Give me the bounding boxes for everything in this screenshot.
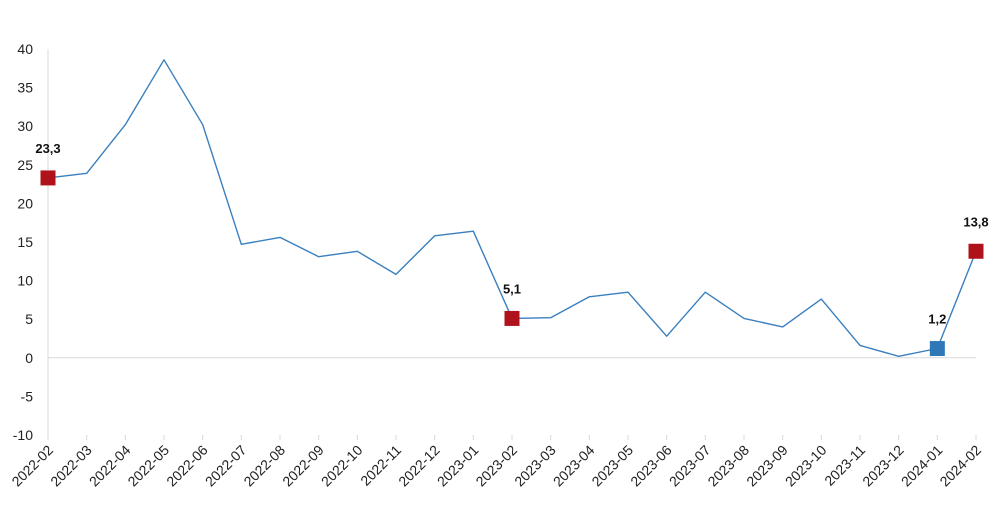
x-tick-label: 2022-10 bbox=[318, 442, 366, 490]
x-axis: 2022-022022-032022-042022-052022-062022-… bbox=[8, 357, 984, 490]
y-tick-label: 15 bbox=[17, 234, 33, 250]
x-tick-label: 2022-12 bbox=[395, 442, 443, 490]
x-tick-label: 2023-10 bbox=[782, 442, 830, 490]
x-tick-label: 2023-01 bbox=[434, 442, 482, 490]
y-tick-label: 30 bbox=[17, 118, 33, 134]
highlight-marker bbox=[929, 341, 945, 357]
y-tick-label: -10 bbox=[13, 427, 33, 443]
x-tick-label: 2023-05 bbox=[588, 442, 636, 490]
x-tick-label: 2023-02 bbox=[472, 442, 520, 490]
x-tick-label: 2023-03 bbox=[511, 442, 559, 490]
data-label: 13,8 bbox=[963, 214, 988, 229]
x-tick-label: 2022-03 bbox=[47, 442, 95, 490]
x-tick-label: 2022-06 bbox=[163, 442, 211, 490]
x-tick-label: 2022-07 bbox=[202, 442, 250, 490]
highlight-marker bbox=[40, 170, 56, 186]
x-tick-label: 2022-02 bbox=[8, 442, 56, 490]
x-tick-label: 2024-02 bbox=[936, 442, 984, 490]
x-tick-label: 2023-06 bbox=[627, 442, 675, 490]
data-label: 5,1 bbox=[503, 281, 521, 296]
x-tick-label: 2023-07 bbox=[666, 442, 714, 490]
x-tick-label: 2022-05 bbox=[124, 442, 172, 490]
highlight-marker bbox=[968, 243, 984, 259]
y-tick-label: 5 bbox=[25, 311, 33, 327]
x-tick-label: 2022-08 bbox=[240, 442, 288, 490]
y-tick-label: 40 bbox=[17, 41, 33, 57]
x-tick-label: 2024-01 bbox=[898, 442, 946, 490]
x-tick-label: 2022-09 bbox=[279, 442, 327, 490]
x-tick-label: 2023-11 bbox=[821, 442, 868, 489]
x-tick-label: 2023-09 bbox=[743, 442, 791, 490]
y-tick-label: 35 bbox=[17, 80, 33, 96]
x-tick-label: 2023-04 bbox=[550, 442, 598, 490]
y-axis: 40 35 30 25 20 15 10 5 0 -5 -10 bbox=[13, 41, 49, 443]
highlight-marker bbox=[504, 310, 520, 326]
data-label: 1,2 bbox=[928, 312, 946, 327]
x-tick-label: 2023-12 bbox=[859, 442, 907, 490]
x-tick-label: 2023-08 bbox=[704, 442, 752, 490]
highlight-markers: 23,3 5,1 1,2 13,8 bbox=[35, 141, 989, 357]
y-tick-label: -5 bbox=[21, 388, 34, 404]
y-tick-label: 0 bbox=[25, 350, 33, 366]
y-tick-label: 10 bbox=[17, 273, 33, 289]
y-tick-label: 20 bbox=[17, 195, 33, 211]
y-tick-label: 25 bbox=[17, 157, 33, 173]
data-label: 23,3 bbox=[35, 141, 60, 156]
x-tick-label: 2022-04 bbox=[86, 442, 134, 490]
x-tick-label: 2022-11 bbox=[357, 442, 404, 489]
